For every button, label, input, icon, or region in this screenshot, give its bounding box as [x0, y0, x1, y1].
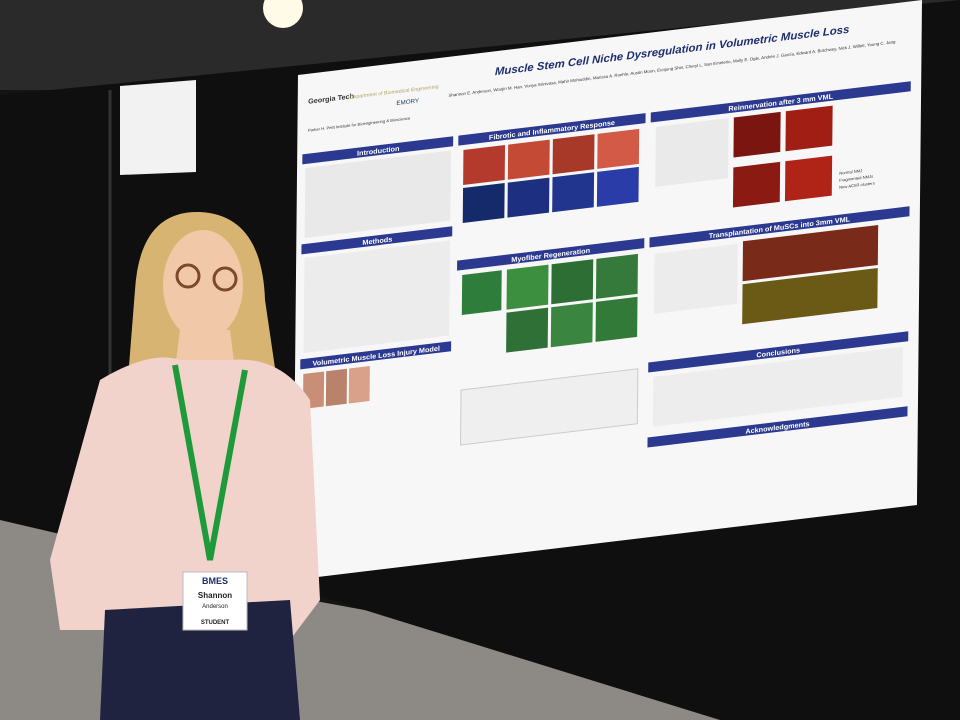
- micrograph: [506, 307, 549, 353]
- lanyard: [172, 364, 248, 561]
- photo: [325, 368, 347, 407]
- glasses: [212, 266, 238, 292]
- badge: [182, 571, 248, 631]
- text-block: [652, 346, 903, 427]
- micrograph: [552, 134, 595, 175]
- graphs: [459, 368, 639, 446]
- section-bar: [302, 136, 454, 165]
- glasses: [175, 263, 201, 289]
- micrograph: [462, 183, 505, 223]
- micrograph: [507, 139, 550, 180]
- micrograph: [596, 166, 639, 207]
- category: New AChR clusters: [839, 181, 875, 190]
- chart-figure: [655, 118, 729, 187]
- person: BMES Shannon Anderson STUDENT: [50, 211, 320, 720]
- micrograph: [461, 270, 502, 315]
- paper-note: [120, 80, 196, 175]
- micrograph: [595, 296, 638, 342]
- category: Fragmented NMJs: [839, 174, 873, 183]
- micrograph: [597, 128, 640, 169]
- badge-org: BMES: [202, 576, 228, 586]
- photo: [348, 366, 370, 404]
- micrograph: [732, 161, 781, 208]
- section-bar: [458, 113, 646, 146]
- micrograph: [785, 105, 833, 152]
- section-bar: [301, 226, 453, 255]
- micrograph: [550, 302, 593, 348]
- micrograph: [742, 225, 879, 282]
- figure: [303, 240, 451, 353]
- section-bar: [649, 206, 910, 248]
- section-bar: [648, 331, 909, 373]
- category: Normal NMJ: [839, 168, 862, 176]
- section-bar: [650, 81, 911, 123]
- badge-last-name: Anderson: [202, 604, 228, 610]
- light: [263, 0, 303, 28]
- micrograph: [552, 172, 595, 213]
- micrograph: [742, 268, 878, 325]
- section-bar: [300, 341, 452, 370]
- micrograph: [506, 264, 549, 310]
- poster: Georgia Tech Department of Biomedical En…: [292, 0, 922, 580]
- micrograph: [507, 177, 550, 218]
- micrograph: [733, 111, 781, 158]
- badge-first-name: Shannon: [198, 591, 232, 600]
- section-bar: [647, 406, 908, 448]
- micrograph: [551, 259, 594, 305]
- skirt: [100, 600, 300, 720]
- badge-role: STUDENT: [201, 620, 230, 626]
- micrograph: [463, 145, 506, 185]
- section-heading: Methods: [362, 236, 392, 247]
- logo-university: EMORY: [396, 98, 419, 108]
- micrograph: [595, 253, 638, 299]
- diagram: [653, 243, 738, 314]
- micrograph: [784, 155, 833, 202]
- text-block: [304, 150, 451, 238]
- face: [163, 230, 243, 340]
- section-bar: [457, 238, 645, 271]
- blouse: [50, 357, 320, 640]
